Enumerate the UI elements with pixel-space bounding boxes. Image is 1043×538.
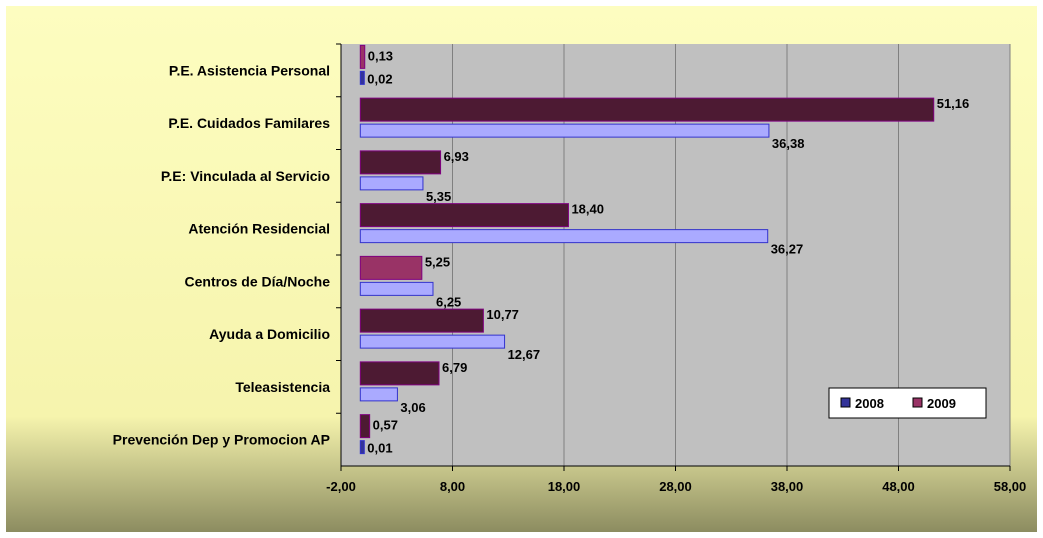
category-label-prevencion-dep-y-promocion-ap: Prevención Dep y Promocion AP: [113, 432, 330, 448]
bar-2009-p-e-asistencia-personal: [359, 44, 366, 69]
category-label-atencion-residencial: Atención Residencial: [188, 221, 330, 237]
x-tick-label: -2,00: [326, 479, 356, 494]
x-tick-label: 18,00: [548, 479, 581, 494]
data-label-2009-p-e-cuidados-familares: 51,16: [937, 96, 970, 111]
axes: -2,00 8,00 18,00 28,00 38,00 48,00 58,00: [326, 43, 1027, 494]
x-tick-label: 8,00: [440, 479, 465, 494]
x-tick-label: 28,00: [659, 479, 692, 494]
data-label-2008-p-e-asistencia-personal: 0,02: [367, 71, 392, 86]
data-label-2008-p-e-vinculada-al-servicio: 5,35: [426, 189, 451, 204]
legend-swatch-2009: [912, 397, 923, 408]
bar-2008-p-e-vinculada-al-servicio: [359, 176, 424, 191]
data-label-2009-prevencion-dep-y-promocion-ap: 0,57: [373, 418, 398, 433]
data-label-2009-centros-de-dia-noche: 5,25: [425, 254, 450, 269]
data-label-2009-p-e-vinculada-al-servicio: 6,93: [444, 149, 469, 164]
bar-2008-p-e-cuidados-familares: [359, 123, 770, 138]
bars: [359, 44, 935, 455]
data-label-2009-p-e-asistencia-personal: 0,13: [368, 48, 393, 63]
data-label-2008-ayuda-a-domicilio: 12,67: [508, 347, 541, 362]
legend-swatch-2008: [840, 397, 851, 408]
bar-2009-atencion-residencial: [359, 203, 569, 228]
labels: P.E. Asistencia Personal 0,13 0,02 P.E. Cui…: [113, 48, 970, 455]
bar-2009-centros-de-dia-noche: [359, 255, 423, 280]
legend-box: [828, 387, 987, 419]
data-label-2009-ayuda-a-domicilio: 10,77: [486, 307, 519, 322]
bar-2009-teleasistencia: [359, 361, 440, 386]
bar-2008-atencion-residencial: [359, 229, 769, 244]
bar-2009-ayuda-a-domicilio: [359, 308, 484, 333]
bar-2009-p-e-vinculada-al-servicio: [359, 150, 442, 175]
legend-label-2009: 2009: [927, 396, 956, 411]
bar-chart: -2,00 8,00 18,00 28,00 38,00 48,00 58,00 P.E. …: [6, 6, 1037, 532]
data-label-2008-centros-de-dia-noche: 6,25: [436, 294, 461, 309]
legend-label-2008: 2008: [855, 396, 884, 411]
x-tick-label: 58,00: [994, 479, 1027, 494]
chart-frame: -2,00 8,00 18,00 28,00 38,00 48,00 58,00 P.E. …: [6, 6, 1037, 532]
bar-2008-ayuda-a-domicilio: [359, 334, 506, 349]
data-label-2009-teleasistencia: 6,79: [442, 360, 467, 375]
data-label-2008-atencion-residencial: 36,27: [771, 242, 804, 257]
data-label-2008-teleasistencia: 3,06: [400, 400, 425, 415]
data-label-2008-p-e-cuidados-familares: 36,38: [772, 136, 805, 151]
category-label-centros-de-dia-noche: Centros de Día/Noche: [185, 273, 331, 289]
bar-2009-p-e-cuidados-familares: [359, 97, 935, 122]
bar-2008-teleasistencia: [359, 387, 398, 402]
data-label-2009-atencion-residencial: 18,40: [571, 202, 604, 217]
bar-2008-p-e-asistencia-personal: [359, 70, 365, 85]
legend: 2008 2009: [828, 387, 987, 419]
x-tick-label: 38,00: [771, 479, 804, 494]
bar-2009-prevencion-dep-y-promocion-ap: [359, 414, 371, 439]
data-label-2008-prevencion-dep-y-promocion-ap: 0,01: [367, 441, 392, 456]
category-label-teleasistencia: Teleasistencia: [235, 379, 330, 395]
category-label-p-e-cuidados-familares: P.E. Cuidados Familares: [168, 115, 330, 131]
category-label-p-e-vinculada-al-servicio: P.E: Vinculada al Servicio: [161, 168, 330, 184]
category-label-p-e-asistencia-personal: P.E. Asistencia Personal: [169, 62, 330, 78]
x-tick-label: 48,00: [882, 479, 915, 494]
category-label-ayuda-a-domicilio: Ayuda a Domicilio: [209, 326, 330, 342]
bar-2008-prevencion-dep-y-promocion-ap: [359, 440, 365, 455]
bar-2008-centros-de-dia-noche: [359, 281, 434, 296]
